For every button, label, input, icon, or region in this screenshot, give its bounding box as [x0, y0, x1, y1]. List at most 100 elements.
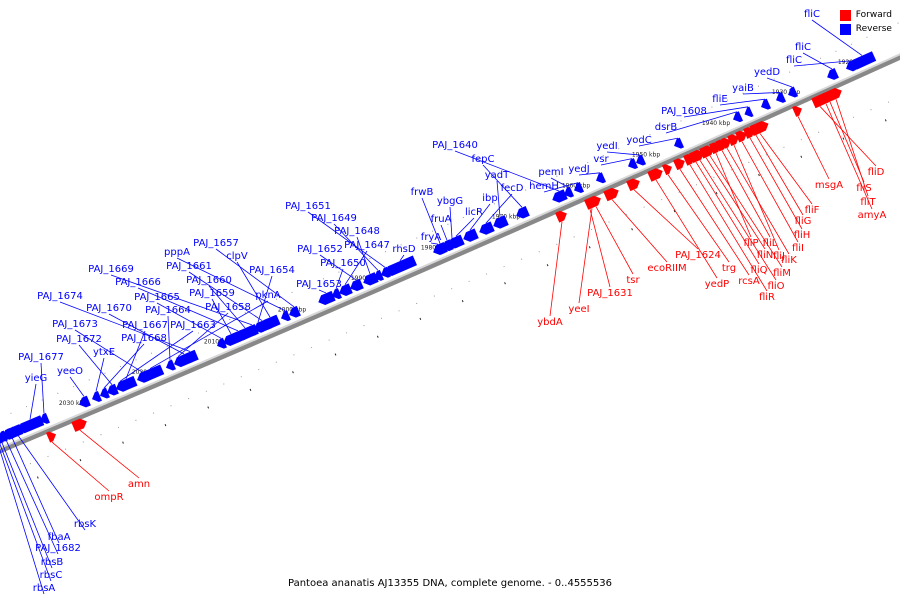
forward-gene-trg-19[interactable]: [661, 162, 673, 176]
reverse-gene-label-fecd[interactable]: fecD: [501, 183, 524, 194]
reverse-gene-label-paj-1659[interactable]: PAJ_1659: [189, 288, 235, 299]
reverse-gene-label-yaib[interactable]: yaiB: [732, 83, 754, 94]
reverse-gene-paj-1651-25[interactable]: [379, 266, 391, 279]
forward-gene-label-flit[interactable]: fliT: [860, 197, 876, 208]
forward-gene-ybda-26[interactable]: [555, 209, 568, 223]
reverse-gene-label-flic[interactable]: fliC: [795, 42, 811, 53]
reverse-gene-paj-1648-27[interactable]: [362, 272, 379, 287]
reverse-gene-paj-1653-31[interactable]: [317, 290, 336, 307]
reverse-gene-label-yodc[interactable]: yodC: [626, 135, 651, 146]
reverse-gene-rbsc-60[interactable]: [0, 433, 2, 445]
reverse-gene-label-paj-1672[interactable]: PAJ_1672: [56, 334, 102, 345]
forward-gene-label-paj-1624[interactable]: PAJ_1624: [675, 250, 721, 261]
reverse-gene-ytxe-52[interactable]: [90, 390, 102, 403]
forward-gene-label-flip[interactable]: fliP: [743, 238, 758, 249]
reverse-gene-label-rbsb[interactable]: rbsB: [41, 557, 64, 568]
reverse-gene-paj-1608-6[interactable]: [743, 106, 754, 119]
reverse-gene-label-paj-1660[interactable]: PAJ_1660: [186, 275, 232, 286]
forward-gene-label-ompr[interactable]: ompR: [94, 492, 123, 503]
forward-gene-flih-7[interactable]: [743, 125, 756, 139]
forward-gene-label-trg[interactable]: trg: [722, 263, 736, 274]
reverse-gene-label-paj-1677[interactable]: PAJ_1677: [18, 352, 64, 363]
reverse-gene-label-flic[interactable]: fliC: [804, 9, 820, 20]
reverse-gene-rbsb-59[interactable]: [0, 432, 4, 445]
reverse-gene-frua-22[interactable]: [440, 239, 454, 253]
reverse-gene-label-paj-1661[interactable]: PAJ_1661: [166, 261, 212, 272]
reverse-gene-label-paj-1658[interactable]: PAJ_1658: [205, 302, 251, 313]
forward-gene-label-flid[interactable]: fliD: [868, 167, 885, 178]
forward-gene-label-flif[interactable]: fliF: [805, 205, 820, 216]
forward-gene-label-paj-1631[interactable]: PAJ_1631: [587, 288, 633, 299]
reverse-gene-label-ibp[interactable]: ibp: [482, 193, 497, 204]
reverse-gene-label-paj-1673[interactable]: PAJ_1673: [52, 319, 98, 330]
reverse-gene-ibp-18[interactable]: [462, 228, 479, 244]
forward-gene-label-flig[interactable]: fliG: [795, 216, 812, 227]
forward-gene-label-flih[interactable]: fliH: [794, 230, 811, 241]
forward-gene-label-rcsa[interactable]: rcsA: [738, 276, 760, 287]
reverse-gene-label-ytxe[interactable]: ytxE: [93, 347, 115, 358]
reverse-gene-yedd-3[interactable]: [786, 86, 799, 99]
forward-gene-label-flim[interactable]: fliM: [773, 268, 791, 279]
reverse-gene-fepc-15[interactable]: [514, 205, 530, 220]
forward-gene-ompr-28[interactable]: [46, 430, 57, 443]
reverse-gene-yeeo-55[interactable]: [77, 395, 91, 409]
reverse-gene-paj-1668-51[interactable]: [98, 387, 110, 400]
forward-gene-flig-6[interactable]: [749, 123, 761, 136]
forward-gene-label-flii[interactable]: fliI: [792, 243, 804, 254]
forward-gene-yeei-25[interactable]: [585, 196, 597, 209]
forward-gene-label-flik[interactable]: fliK: [781, 255, 797, 266]
forward-gene-msga-4[interactable]: [791, 104, 803, 117]
reverse-gene-flic-1[interactable]: [825, 68, 839, 81]
reverse-gene-label-vsr[interactable]: vsr: [593, 154, 609, 165]
reverse-gene-label-paj-1657[interactable]: PAJ_1657: [193, 238, 239, 249]
reverse-gene-paj-1672-50[interactable]: [105, 383, 119, 397]
reverse-gene-label-yedj[interactable]: yedJ: [568, 164, 589, 175]
forward-gene-flir-17[interactable]: [683, 152, 696, 166]
reverse-gene-paj-1640-14[interactable]: [551, 189, 568, 205]
forward-gene-label-tsr[interactable]: tsr: [626, 275, 640, 286]
reverse-gene-label-frwb[interactable]: frwB: [411, 187, 434, 198]
reverse-gene-label-yadt[interactable]: yadT: [485, 170, 510, 181]
forward-gene-yedp-20[interactable]: [647, 167, 665, 182]
reverse-gene-label-dsrb[interactable]: dsrB: [655, 122, 678, 133]
reverse-gene-label-yedi[interactable]: yedI: [596, 141, 617, 152]
forward-gene-label-fliq[interactable]: fliQ: [751, 265, 768, 276]
reverse-gene-label-paj-1654[interactable]: PAJ_1654: [249, 265, 295, 276]
reverse-gene-label-fepc[interactable]: fepC: [471, 154, 494, 165]
reverse-gene-yadt-16[interactable]: [492, 215, 509, 231]
reverse-gene-label-yieg[interactable]: yieG: [25, 373, 48, 384]
reverse-gene-hemh-13[interactable]: [572, 182, 585, 194]
reverse-gene-label-paj-1668[interactable]: PAJ_1668: [121, 333, 167, 344]
forward-gene-flip-12[interactable]: [709, 141, 722, 155]
forward-gene-label-ecoriim[interactable]: ecoRIIM: [647, 263, 686, 274]
reverse-gene-label-paj-1663[interactable]: PAJ_1663: [170, 320, 216, 331]
reverse-gene-label-ybgg[interactable]: ybgG: [437, 196, 463, 207]
reverse-gene-label-rhsd[interactable]: rhsD: [392, 244, 415, 255]
reverse-gene-label-flic[interactable]: fliC: [786, 55, 802, 66]
forward-gene-flit-2[interactable]: [828, 86, 843, 101]
reverse-gene-fbaa-57[interactable]: [2, 428, 14, 440]
reverse-gene-label-licr[interactable]: licR: [465, 207, 483, 218]
forward-gene-label-flir[interactable]: fliR: [759, 292, 775, 303]
forward-gene-label-yedp[interactable]: yedP: [705, 279, 729, 290]
reverse-gene-paj-1650-30[interactable]: [330, 288, 342, 300]
reverse-gene-label-paj-1667[interactable]: PAJ_1667: [122, 320, 168, 331]
reverse-gene-label-paj-1674[interactable]: PAJ_1674: [37, 291, 83, 302]
reverse-gene-label-pppa[interactable]: pppA: [164, 247, 190, 258]
reverse-gene-dsrb-7[interactable]: [731, 111, 744, 124]
reverse-gene-label-paj-1665[interactable]: PAJ_1665: [134, 292, 180, 303]
reverse-gene-label-frua[interactable]: fruA: [431, 214, 452, 225]
forward-gene-label-yeei[interactable]: yeeI: [568, 304, 589, 315]
reverse-gene-label-paj-1650[interactable]: PAJ_1650: [320, 258, 366, 269]
reverse-gene-label-paj-1664[interactable]: PAJ_1664: [145, 305, 191, 316]
forward-gene-flii-8[interactable]: [735, 129, 748, 143]
reverse-gene-label-paj-1648[interactable]: PAJ_1648: [334, 226, 380, 237]
reverse-gene-label-paj-1651[interactable]: PAJ_1651: [285, 201, 331, 212]
reverse-gene-yaib-4[interactable]: [774, 91, 787, 104]
reverse-gene-label-paj-1653[interactable]: PAJ_1653: [296, 279, 342, 290]
reverse-gene-paj-1677-53[interactable]: [38, 412, 50, 425]
reverse-gene-label-rbsc[interactable]: rbsC: [40, 570, 63, 581]
reverse-gene-label-paj-1608[interactable]: PAJ_1608: [661, 106, 707, 117]
reverse-gene-paj-1657-32[interactable]: [287, 305, 301, 319]
reverse-gene-pemi-12[interactable]: [562, 186, 575, 199]
